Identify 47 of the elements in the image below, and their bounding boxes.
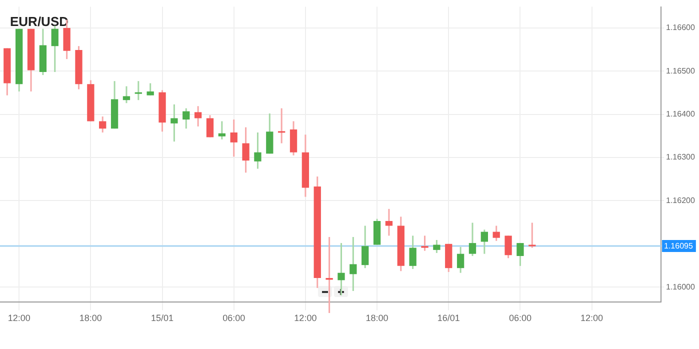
candlestick: [182, 108, 190, 130]
candlestick: [492, 225, 500, 242]
candlestick: [362, 225, 369, 269]
candlestick: [230, 118, 238, 158]
candlestick: [504, 234, 512, 259]
candlestick: [528, 222, 536, 249]
x-tick-label: 18:00: [366, 313, 388, 324]
candlestick: [218, 120, 226, 140]
candlestick: [480, 228, 488, 255]
candlestick: [122, 86, 130, 104]
candlestick: [51, 25, 58, 73]
candlestick: [99, 116, 106, 134]
y-tick-label: 1.16400: [666, 110, 696, 119]
candlestick: [409, 234, 416, 270]
text: EUR/USD: [10, 14, 69, 29]
x-tick-label: 16/01: [437, 313, 460, 324]
candlestick: [206, 114, 214, 138]
x-tick-label: 12:00: [294, 313, 317, 324]
x-tick-label: 06:00: [508, 313, 532, 324]
candlestick: [385, 208, 393, 236]
x-tick-label: 18:00: [79, 313, 102, 324]
candlestick: [421, 234, 428, 252]
x-tick-label: 15/01: [151, 313, 174, 324]
candlestick: [254, 132, 262, 170]
y-tick-label: 1.16300: [666, 152, 696, 162]
candlestick: [278, 108, 286, 144]
candlestick: [373, 218, 381, 246]
y-tick-label: 1.16600: [666, 23, 696, 32]
x-tick-label: 12:00: [8, 313, 30, 324]
candlestick: [290, 120, 298, 156]
candlestick: [134, 80, 142, 101]
candlestick: [170, 104, 178, 142]
candlestick: [456, 246, 464, 274]
ref-line-label: 1.16095: [664, 241, 694, 250]
candlestick: [242, 126, 250, 174]
y-tick-label: 1.16000: [666, 282, 696, 292]
candlestick: [266, 112, 274, 154]
x-tick-label: 06:00: [222, 313, 246, 324]
y-tick-label: 1.16500: [666, 66, 696, 76]
candlestick: [468, 222, 476, 257]
candlestick: [146, 82, 154, 96]
candlestick: [433, 239, 440, 254]
y-tick-label: 1.16200: [666, 196, 696, 205]
candlestick: [516, 242, 524, 267]
candlestick: [194, 105, 202, 128]
x-tick-label: 12:00: [580, 313, 604, 324]
candlestick: [350, 236, 357, 292]
